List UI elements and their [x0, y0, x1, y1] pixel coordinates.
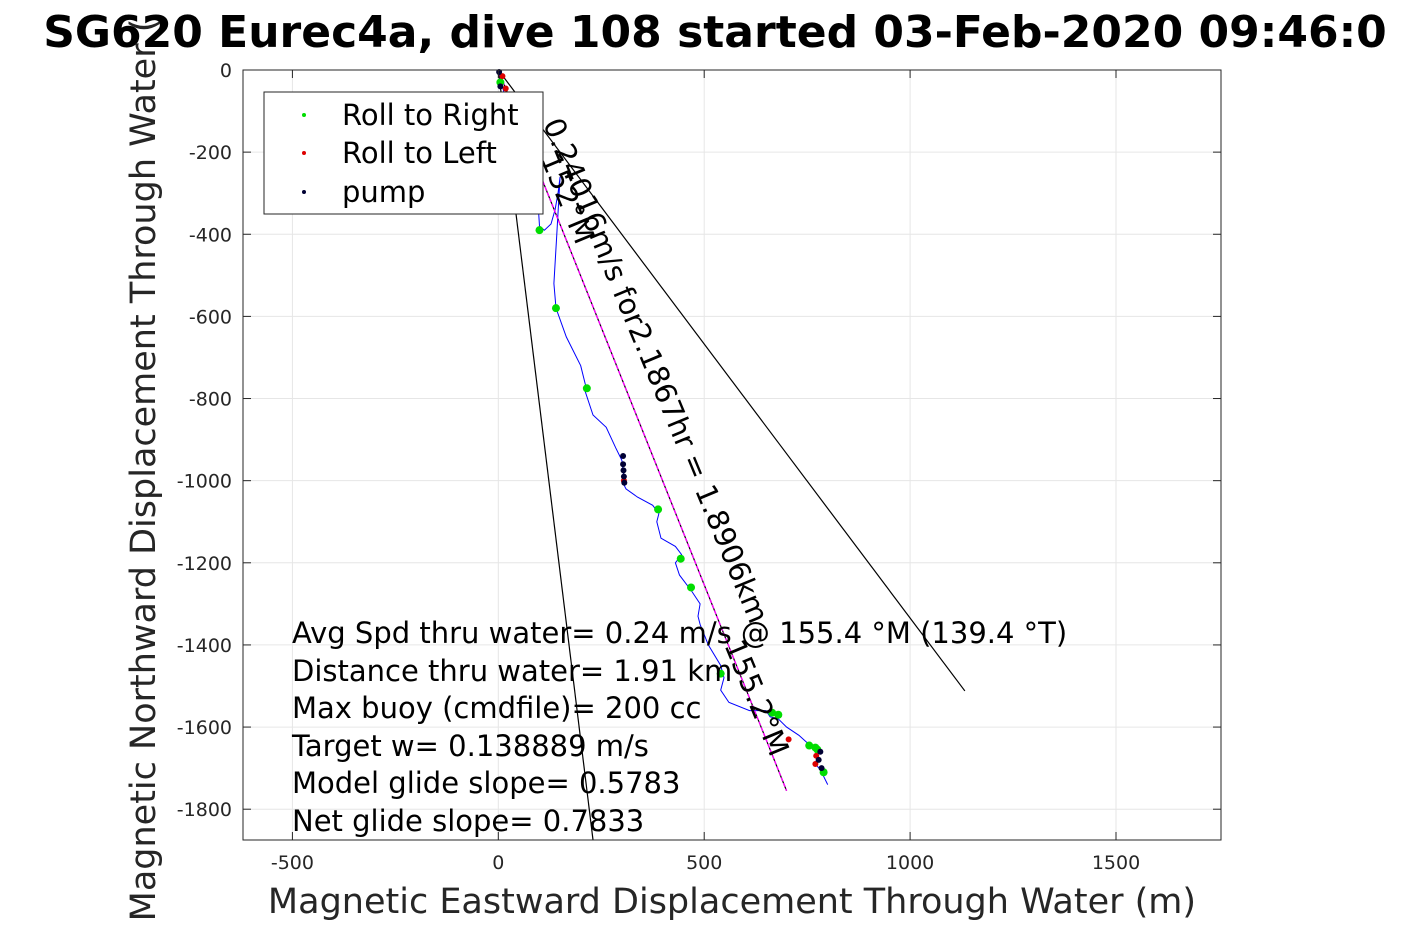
legend-label-roll-left: Roll to Left: [342, 136, 497, 170]
average-heading-line: [497, 69, 788, 791]
legend-label-roll-right: Roll to Right: [342, 98, 519, 132]
axis-ticks: -500 0 500 1000 1500 0 -200 -400 -600 -800 -1000 -1…: [177, 60, 1221, 874]
legend-marker-roll-left: [302, 151, 306, 155]
heading-bound-1: [497, 69, 966, 692]
annotation-max-buoy: Max buoy (cmdfile)= 200 cc: [292, 691, 701, 725]
x-axis-label: Magnetic Eastward Displacement Through W…: [268, 882, 1196, 922]
y-axis-label: Magnetic Northward Displacement Through …: [124, 19, 164, 922]
marker-pump: [620, 461, 627, 468]
x-tick-label: -500: [271, 852, 314, 874]
marker-roll-left: [812, 761, 819, 768]
y-tick-label: -200: [189, 142, 232, 164]
glider-track-line: [497, 69, 829, 785]
marker-roll-left: [785, 736, 792, 743]
marker-roll-right: [676, 554, 685, 563]
marker-roll-left: [502, 85, 509, 92]
marker-roll-right: [774, 710, 783, 719]
gridlines: [243, 69, 1221, 840]
marker-pump: [620, 453, 627, 460]
marker-pump: [620, 473, 627, 480]
marker-roll-right: [654, 505, 663, 514]
marker-pump: [621, 479, 628, 486]
y-tick-label: -1200: [177, 553, 232, 575]
annotation-distance: Distance thru water= 1.91 km: [292, 654, 732, 688]
x-tick-label: 0: [492, 852, 504, 874]
marker-roll-right: [582, 384, 591, 393]
y-tick-label: -800: [189, 389, 232, 411]
plot-frame: [242, 69, 1222, 841]
marker-pump: [817, 748, 824, 755]
legend-marker-roll-right: [302, 113, 306, 117]
y-tick-label: -600: [189, 306, 232, 328]
marker-roll-right: [535, 226, 544, 235]
x-tick-label: 1500: [1092, 852, 1140, 874]
y-tick-label: -1000: [177, 471, 232, 493]
legend-box: [263, 91, 544, 215]
y-tick-label: -1800: [177, 799, 232, 821]
marker-roll-right: [551, 304, 560, 313]
marker-roll-right: [687, 583, 696, 592]
annotation-target-w: Target w= 0.138889 m/s: [291, 729, 649, 763]
marker-pump: [497, 83, 504, 90]
legend: Roll to Right Roll to Left pump: [263, 91, 544, 215]
annotation-avg-speed: Avg Spd thru water= 0.24 m/s @ 155.4 °M …: [292, 616, 1067, 650]
x-tick-label: 500: [686, 852, 722, 874]
marker-roll-left: [499, 73, 506, 80]
annotation-block: Avg Spd thru water= 0.24 m/s @ 155.4 °M …: [291, 616, 1067, 838]
data-markers: [496, 69, 828, 777]
marker-pump: [620, 467, 627, 474]
x-tick-label: 1000: [886, 852, 934, 874]
data-series: [497, 69, 829, 791]
marker-roll-right: [716, 669, 725, 678]
marker-roll-right: [805, 741, 814, 750]
marker-pump: [496, 69, 503, 76]
y-tick-label: -400: [189, 224, 232, 246]
y-tick-label: 0: [220, 60, 232, 82]
marker-pump: [818, 765, 825, 772]
y-tick-label: -1400: [177, 635, 232, 657]
annotation-net-glide: Net glide slope= 0.7833: [292, 804, 644, 838]
legend-marker-pump: [302, 190, 306, 194]
annotation-model-glide: Model glide slope= 0.5783: [292, 766, 680, 800]
chart-title: SG620 Eurec4a, dive 108 started 03-Feb-2…: [43, 7, 1387, 58]
legend-label-pump: pump: [342, 175, 425, 209]
marker-roll-right: [768, 708, 777, 717]
y-tick-label: -1600: [177, 717, 232, 739]
marker-pump: [815, 756, 822, 763]
